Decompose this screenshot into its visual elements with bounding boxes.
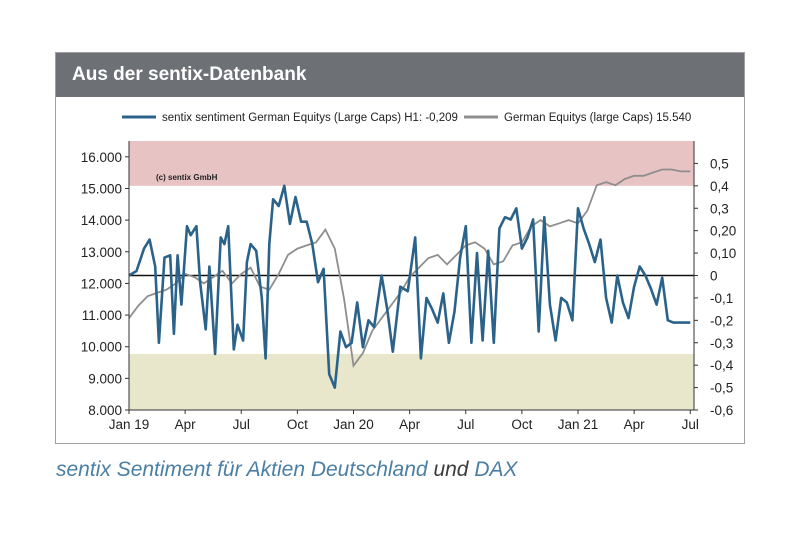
left-tick-label: 9.000 (88, 371, 122, 386)
legend: sentix sentiment German Equitys (Large C… (122, 112, 691, 124)
left-axis: 16.000 15.000 14.000 13.000 12.000 11.000 10.0… (81, 150, 129, 418)
right-tick-label: 0,10 (710, 246, 736, 261)
x-tick-label: Jul (457, 417, 474, 432)
x-tick-label: Oct (511, 417, 532, 432)
right-tick-label: -0,3 (710, 336, 733, 351)
left-tick-label: 13.000 (81, 245, 122, 260)
left-tick-label: 15.000 (81, 181, 122, 196)
left-tick-label: 8.000 (88, 403, 122, 418)
left-tick-label: 11.000 (82, 308, 122, 323)
legend-dax-label: German Equitys (large Caps) 15.540 (504, 112, 691, 124)
x-tick-label: Apr (399, 417, 421, 432)
right-tick-label: -0,2 (710, 313, 733, 328)
watermark: (c) sentix GmbH (156, 173, 218, 182)
right-tick-label: -0,1 (710, 291, 733, 306)
right-tick-label: -0,5 (710, 381, 733, 396)
x-tick-label: Jan 20 (333, 417, 374, 432)
right-tick-label: -0,4 (710, 358, 734, 373)
left-tick-label: 12.000 (81, 276, 122, 291)
x-tick-label: Oct (287, 417, 308, 432)
right-tick-label: 0,20 (710, 224, 736, 239)
chart-panel: Aus der sentix-Datenbank sentix sentimen… (55, 52, 745, 444)
x-tick-label: Jul (233, 417, 250, 432)
chart-caption: sentix Sentiment für Aktien Deutschland … (56, 458, 518, 482)
caption-part-3: DAX (474, 458, 518, 481)
x-axis: Jan 19 Apr Jul Oct Jan 20 Apr Jul Oct Jan 21 Apr J… (109, 410, 699, 432)
upper-band (129, 141, 694, 186)
right-tick-label: 0 (710, 269, 718, 284)
left-tick-label: 16.000 (81, 150, 122, 165)
right-tick-label: 0,4 (710, 179, 729, 194)
caption-part-2: und (433, 458, 469, 481)
line-chart: sentix sentiment German Equitys (Large C… (81, 112, 737, 432)
right-axis: 0,5 0,4 0,3 0,20 0,10 0 -0,1 -0,2 -0,3 -0,4 -0,5 -0… (694, 156, 736, 418)
sentiment-series-line (128, 184, 691, 389)
right-tick-label: -0,6 (710, 403, 733, 418)
x-tick-label: Apr (624, 417, 646, 432)
x-tick-label: Jan 21 (558, 417, 599, 432)
panel-title: Aus der sentix-Datenbank (56, 53, 744, 97)
x-tick-label: Jul (682, 417, 699, 432)
left-tick-label: 10.000 (81, 340, 122, 355)
x-tick-label: Apr (175, 417, 197, 432)
left-tick-label: 14.000 (81, 213, 122, 228)
legend-sentiment-label: sentix sentiment German Equitys (Large C… (162, 112, 458, 124)
right-tick-label: 0,3 (710, 201, 729, 216)
caption-part-1: sentix Sentiment für Aktien Deutschland (56, 458, 428, 481)
right-tick-label: 0,5 (710, 156, 729, 171)
lower-band (129, 353, 694, 410)
x-tick-label: Jan 19 (109, 417, 150, 432)
